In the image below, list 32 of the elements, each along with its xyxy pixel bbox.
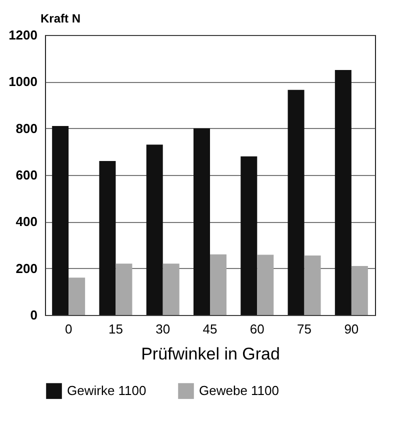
- x-tick-label: 90: [344, 322, 359, 336]
- y-tick-label: 400: [16, 214, 38, 230]
- bar: [257, 254, 274, 315]
- x-tick-label: 60: [250, 322, 264, 336]
- legend-label: Gewebe 1100: [199, 383, 279, 398]
- bar: [116, 264, 132, 315]
- bar: [304, 256, 321, 315]
- x-tick-label: 45: [202, 322, 218, 336]
- y-tick-label: 1200: [8, 28, 38, 42]
- x-axis-title: Prüfwinkel in Grad: [141, 344, 280, 364]
- x-tick-label: 30: [156, 322, 170, 336]
- bar: [68, 278, 86, 315]
- legend-label: Gewirke 1100: [67, 383, 146, 398]
- bar: [52, 126, 69, 315]
- y-tick-label: 1000: [8, 74, 38, 90]
- bar: [240, 156, 258, 315]
- x-tick-label: 15: [108, 322, 123, 336]
- y-axis-title: Kraft N: [40, 12, 81, 26]
- y-tick-label: 800: [16, 120, 38, 136]
- bar: [351, 266, 368, 315]
- y-tick-label: 200: [16, 260, 38, 276]
- bar: [194, 128, 210, 315]
- bar: [146, 144, 163, 315]
- bar: [162, 264, 180, 315]
- bar: [99, 161, 116, 315]
- x-tick-label: 75: [297, 322, 312, 336]
- bar: [210, 254, 226, 315]
- y-tick-label: 600: [16, 168, 38, 182]
- y-tick-label: 0: [30, 308, 38, 322]
- bar: [288, 90, 304, 315]
- bar: [334, 70, 352, 315]
- x-tick-label: 0: [64, 322, 72, 336]
